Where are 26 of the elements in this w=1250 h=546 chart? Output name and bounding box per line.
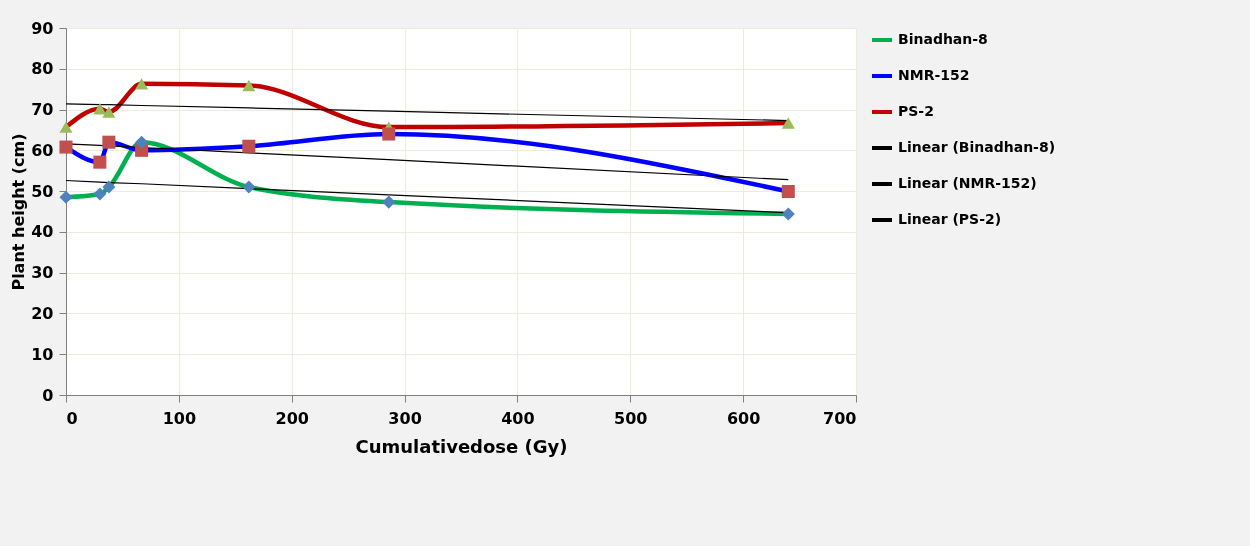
y-tick-label: 60 (31, 140, 54, 160)
legend-label: PS-2 (898, 103, 934, 119)
y-tick-label: 50 (31, 181, 54, 201)
y-tick-label: 0 (42, 385, 54, 405)
y-tick-label: 80 (31, 59, 54, 79)
y-tick-label: 40 (31, 222, 54, 242)
legend-label: Binadhan-8 (898, 31, 988, 47)
legend-label: Linear (PS-2) (898, 211, 1002, 227)
x-tick-label: 400 (501, 408, 535, 428)
x-tick-label: 500 (614, 408, 648, 428)
x-axis-title: Cumulativedose (Gy) (355, 435, 568, 457)
legend-label: NMR-152 (898, 67, 970, 83)
y-tick-label: 90 (31, 18, 54, 38)
x-tick-label: 600 (726, 408, 761, 428)
x-tick-label: 700 (823, 408, 857, 428)
legend-label: Linear (NMR-152) (898, 175, 1037, 191)
x-tick-label: 200 (275, 408, 309, 428)
y-tick-label: 20 (31, 303, 54, 323)
y-tick-label: 30 (31, 263, 54, 283)
x-tick-label: 100 (162, 408, 197, 428)
y-tick-label: 70 (31, 100, 54, 120)
y-axis-title: Plant height (cm) (9, 133, 29, 291)
x-tick-label: 0 (66, 408, 78, 428)
y-tick-label: 10 (31, 344, 54, 364)
x-tick-label: 300 (388, 408, 422, 428)
legend-label: Linear (Binadhan-8) (898, 139, 1056, 155)
